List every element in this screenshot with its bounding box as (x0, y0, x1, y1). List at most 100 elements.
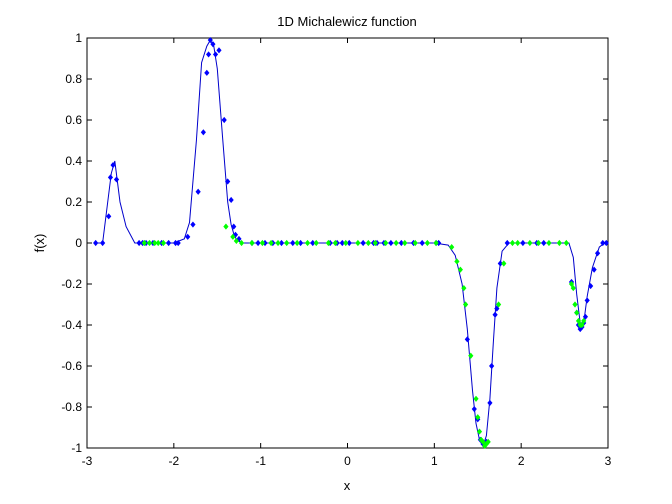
y-tick-label: 0.2 (65, 195, 82, 209)
green-sample-point (556, 239, 562, 247)
green-sample-point (141, 239, 147, 247)
y-tick-label: 0.8 (65, 72, 82, 86)
blue-sample-point (221, 116, 227, 124)
blue-sample-point (228, 196, 234, 204)
x-tick-label: 0 (344, 454, 351, 468)
green-sample-point (259, 239, 265, 247)
y-tick-label: 0 (75, 236, 82, 250)
green-sample-point (268, 239, 274, 247)
green-sample-point (383, 239, 389, 247)
x-tick-label: 1 (431, 454, 438, 468)
blue-sample-point (200, 129, 206, 136)
x-tick-label: -2 (168, 454, 179, 468)
blue-sample-point (582, 313, 589, 320)
green-sample-point (294, 239, 300, 247)
green-sample-point (581, 317, 587, 324)
blue-sample-point (346, 239, 352, 247)
green-sample-point (284, 239, 290, 247)
green-sample-point (579, 321, 585, 329)
blue-sample-point (471, 405, 477, 413)
green-sample-point (463, 301, 469, 308)
blue-sample-point (216, 47, 222, 54)
green-sample-point (402, 239, 408, 247)
y-tick-label: 0.4 (65, 154, 82, 168)
blue-sample-point (489, 362, 495, 370)
y-tick-label: -0.8 (61, 400, 82, 414)
green-sample-point (313, 239, 319, 247)
blue-sample-point (190, 221, 196, 228)
green-sample-point (160, 239, 167, 247)
green-sample-point (249, 239, 255, 247)
blue-sample-point (541, 239, 547, 247)
green-sample-point (515, 239, 521, 247)
y-tick-label: 0.6 (65, 113, 82, 127)
green-sample-point (155, 239, 161, 247)
blue-sample-point (588, 282, 594, 290)
x-tick-label: 3 (605, 454, 612, 468)
green-sample-point (457, 266, 463, 273)
green-sample-point (424, 239, 430, 247)
green-sample-point (454, 258, 460, 265)
green-sample-point (476, 428, 483, 435)
y-tick-label: -0.6 (61, 359, 82, 373)
green-sample-point (546, 239, 552, 247)
green-sample-point (570, 285, 576, 292)
green-sample-point (433, 239, 439, 247)
blue-sample-point (166, 239, 172, 247)
blue-sample-point (388, 239, 394, 247)
blue-sample-point (100, 239, 106, 247)
blue-sample-point (231, 223, 237, 230)
blue-sample-point (520, 239, 526, 247)
green-sample-point (355, 239, 361, 247)
green-sample-point (393, 239, 399, 247)
blue-sample-point (603, 239, 609, 247)
green-sample-point (509, 239, 516, 247)
blue-sample-point (591, 266, 597, 273)
green-sample-point (238, 239, 245, 247)
green-sample-point (568, 280, 575, 288)
blue-sample-point (205, 51, 212, 58)
blue-sample-point (298, 239, 304, 247)
green-sample-point (223, 223, 229, 230)
blue-sample-point (278, 239, 285, 247)
y-tick-label: -0.2 (61, 277, 82, 291)
blue-sample-point (487, 399, 493, 406)
green-sample-point (475, 414, 481, 421)
x-tick-label: 2 (518, 454, 525, 468)
green-sample-point (146, 239, 153, 247)
green-sample-point (575, 317, 582, 324)
green-sample-point (501, 260, 507, 267)
plot-area (93, 36, 609, 450)
blue-sample-point (107, 174, 114, 181)
blue-sample-point (225, 178, 231, 185)
blue-sample-point (204, 69, 210, 76)
x-tick-label: -1 (255, 454, 266, 468)
blue-sample-point (110, 162, 116, 169)
blue-sample-point (185, 233, 191, 240)
green-sample-point (535, 239, 542, 247)
blue-sample-point (494, 305, 500, 312)
blue-sample-point (584, 297, 590, 304)
green-sample-point (574, 309, 580, 316)
blue-sample-point (492, 311, 498, 318)
blue-sample-point (93, 239, 99, 247)
green-sample-point (473, 395, 479, 402)
green-sample-point (233, 237, 239, 245)
blue-sample-point (212, 51, 219, 58)
green-sample-point (325, 239, 331, 247)
blue-sample-point (504, 239, 510, 247)
green-sample-point (461, 285, 467, 292)
blue-sample-point (207, 36, 213, 44)
blue-sample-point (436, 239, 442, 247)
green-sample-point (304, 239, 311, 247)
blue-sample-point (195, 188, 201, 195)
y-tick-label: -1 (71, 441, 82, 455)
green-sample-point (372, 239, 378, 247)
green-sample-point (412, 239, 418, 247)
green-sample-point (332, 239, 338, 247)
y-tick-label: 1 (75, 31, 82, 45)
blue-sample-point (113, 176, 120, 183)
green-sample-point (230, 233, 236, 240)
blue-sample-point (594, 250, 601, 257)
